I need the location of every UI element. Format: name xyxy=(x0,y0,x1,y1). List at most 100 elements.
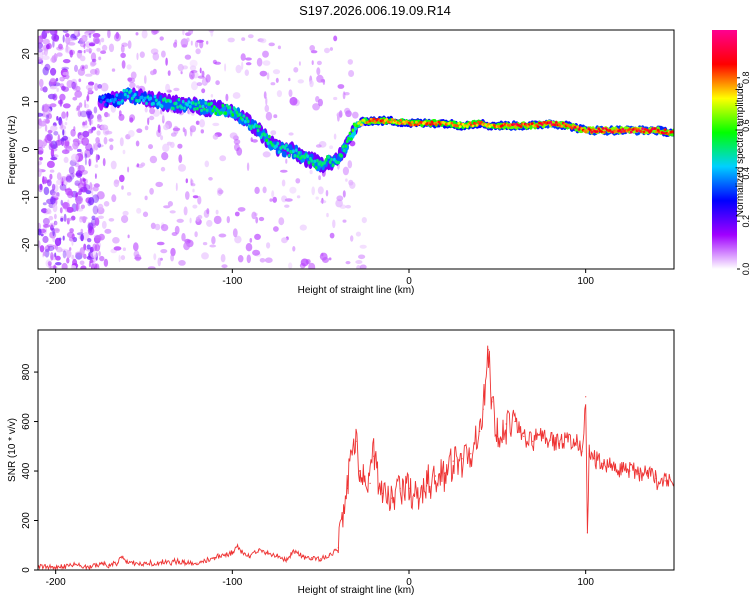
noise-speck xyxy=(103,258,109,267)
ridge-mark xyxy=(275,144,278,148)
snr-point xyxy=(381,492,384,494)
noise-speck xyxy=(245,62,252,66)
colorbar: 0.0 0.2 0.4 0.6 0.8 Normalized spectral ampl… xyxy=(712,30,750,275)
snr-point xyxy=(72,564,74,566)
noise-speck xyxy=(127,77,133,82)
noise-speck xyxy=(251,211,257,220)
noise-speck xyxy=(46,244,54,248)
ridge-mark xyxy=(234,107,237,112)
noise-speck xyxy=(166,141,172,146)
ridge-mark xyxy=(197,100,201,105)
ridge-mark xyxy=(554,121,558,124)
noise-speck xyxy=(90,127,94,133)
noise-speck xyxy=(177,143,183,149)
noise-speck xyxy=(345,178,348,182)
snr-point xyxy=(470,453,472,455)
noise-speck xyxy=(78,164,81,171)
noise-speck xyxy=(121,42,128,47)
ridge-mark xyxy=(553,123,557,127)
noise-speck xyxy=(48,263,52,269)
noise-speck xyxy=(161,50,166,58)
noise-speck xyxy=(187,109,190,114)
snr-point xyxy=(378,487,380,489)
noise-speck xyxy=(270,82,276,86)
noise-speck xyxy=(156,241,165,246)
ridge-mark xyxy=(263,133,267,137)
noise-speck xyxy=(215,209,219,215)
noise-speck xyxy=(65,189,74,196)
noise-speck xyxy=(93,36,100,44)
noise-speck xyxy=(220,254,226,263)
ridge-mark xyxy=(228,105,232,110)
noise-speck xyxy=(254,186,260,194)
ridge-mark xyxy=(620,130,623,134)
noise-speck xyxy=(206,208,210,215)
ridge-mark xyxy=(285,143,288,147)
noise-speck xyxy=(151,30,160,34)
noise-speck xyxy=(136,128,143,133)
ridge-mark xyxy=(145,101,148,106)
noise-speck xyxy=(170,247,176,257)
noise-speck xyxy=(284,198,293,202)
noise-speck xyxy=(48,143,53,151)
ridge-mark xyxy=(536,125,540,128)
noise-speck xyxy=(347,59,353,65)
ridge-mark xyxy=(246,119,250,124)
noise-speck xyxy=(109,144,114,151)
noise-speck xyxy=(77,182,85,189)
x-tick-label: -100 xyxy=(222,577,242,588)
noise-speck xyxy=(84,148,92,158)
noise-speck xyxy=(148,115,155,121)
noise-speck xyxy=(97,215,104,219)
noise-speck xyxy=(126,192,132,196)
y-tick-label: 400 xyxy=(21,462,32,479)
noise-speck xyxy=(84,158,87,166)
noise-speck xyxy=(50,125,58,132)
noise-speck xyxy=(348,179,354,186)
noise-speck xyxy=(233,139,241,145)
snr-point xyxy=(443,472,445,475)
noise-speck xyxy=(45,118,50,124)
noise-speck xyxy=(133,242,139,252)
noise-speck xyxy=(84,64,89,70)
noise-speck xyxy=(88,81,95,86)
noise-speck xyxy=(98,251,101,257)
noise-speck xyxy=(121,215,129,224)
ridge-mark xyxy=(374,120,377,124)
ridge-mark xyxy=(158,94,163,102)
noise-speck xyxy=(173,87,180,92)
spectrogram-y-ticks: -20 -10 0 10 20 xyxy=(21,48,38,252)
colorbar-ticks: 0.0 0.2 0.4 0.6 0.8 xyxy=(737,72,750,275)
noise-speck xyxy=(150,222,156,229)
noise-speck xyxy=(161,152,169,161)
noise-speck xyxy=(320,79,325,83)
noise-speck xyxy=(74,162,80,168)
snr-point xyxy=(390,497,392,499)
noise-speck xyxy=(321,197,324,204)
noise-speck xyxy=(60,199,63,206)
noise-speck xyxy=(103,136,108,145)
noise-speck xyxy=(79,55,86,62)
snr-point xyxy=(55,566,57,569)
noise-speck xyxy=(197,195,202,205)
noise-speck xyxy=(69,49,74,58)
noise-speck xyxy=(127,130,135,138)
noise-speck xyxy=(309,169,313,175)
noise-speck xyxy=(352,111,359,119)
noise-speck xyxy=(75,170,83,178)
noise-speck xyxy=(336,195,344,202)
noise-speck xyxy=(89,119,92,126)
noise-speck xyxy=(46,179,52,187)
noise-speck xyxy=(51,183,56,191)
noise-speck xyxy=(324,47,330,54)
noise-speck xyxy=(209,244,217,248)
noise-speck xyxy=(66,231,75,238)
ridge-mark xyxy=(634,127,637,131)
noise-speck xyxy=(190,70,198,74)
ridge-mark xyxy=(403,122,407,125)
noise-speck xyxy=(63,156,69,163)
snr-point xyxy=(514,420,516,423)
ridge-mark xyxy=(203,107,206,111)
noise-speck xyxy=(98,56,102,61)
noise-speck xyxy=(180,71,183,75)
